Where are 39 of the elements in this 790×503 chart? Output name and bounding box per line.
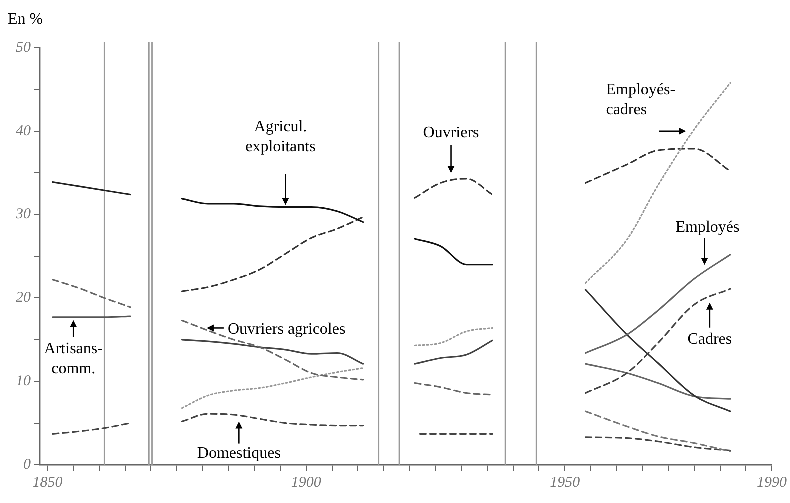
annotation: Artisans-comm.: [44, 340, 103, 378]
x-tick-label: 1950: [550, 474, 581, 491]
line-series: [52, 279, 132, 308]
line-series: [414, 327, 494, 347]
annotation: Agricul. exploitants: [246, 118, 316, 156]
line-series: [181, 320, 364, 381]
annotation: Domestiques: [197, 444, 281, 462]
y-tick-label: 50: [16, 40, 32, 56]
x-tick-label: 1850: [32, 474, 64, 491]
line-series: [52, 422, 132, 435]
y-tick-label: 10: [16, 374, 32, 390]
line-series: [584, 436, 732, 452]
line-series: [181, 216, 364, 292]
y-tick-label: 30: [15, 206, 32, 223]
line-series: [181, 413, 364, 427]
x-tick-label: 1990: [757, 474, 788, 491]
line-series: [52, 181, 132, 196]
line-series: [584, 254, 732, 354]
line-series: [584, 289, 732, 412]
line-series: [584, 410, 732, 452]
line-series: [584, 288, 732, 394]
line-series: [584, 148, 732, 184]
y-tick-label: 20: [16, 290, 32, 306]
x-tick-label: 1900: [291, 474, 322, 491]
line-series: [414, 382, 494, 396]
annotation: Employés: [676, 219, 740, 236]
line-series: [181, 367, 364, 410]
line-series: [584, 363, 732, 400]
annotation: Ouvriers: [423, 124, 480, 142]
line-series: [414, 340, 494, 365]
annotation: Ouvriers agricoles: [228, 321, 346, 338]
line-series: [414, 178, 494, 199]
y-tick-label: 0: [24, 456, 32, 473]
line-series: [181, 339, 364, 365]
line-series: [181, 198, 364, 224]
y-tick-label: 40: [16, 123, 32, 140]
y-axis-title: En %: [8, 11, 44, 28]
annotation: Employés-cadres: [606, 81, 676, 118]
annotation: Cadres: [688, 330, 732, 348]
